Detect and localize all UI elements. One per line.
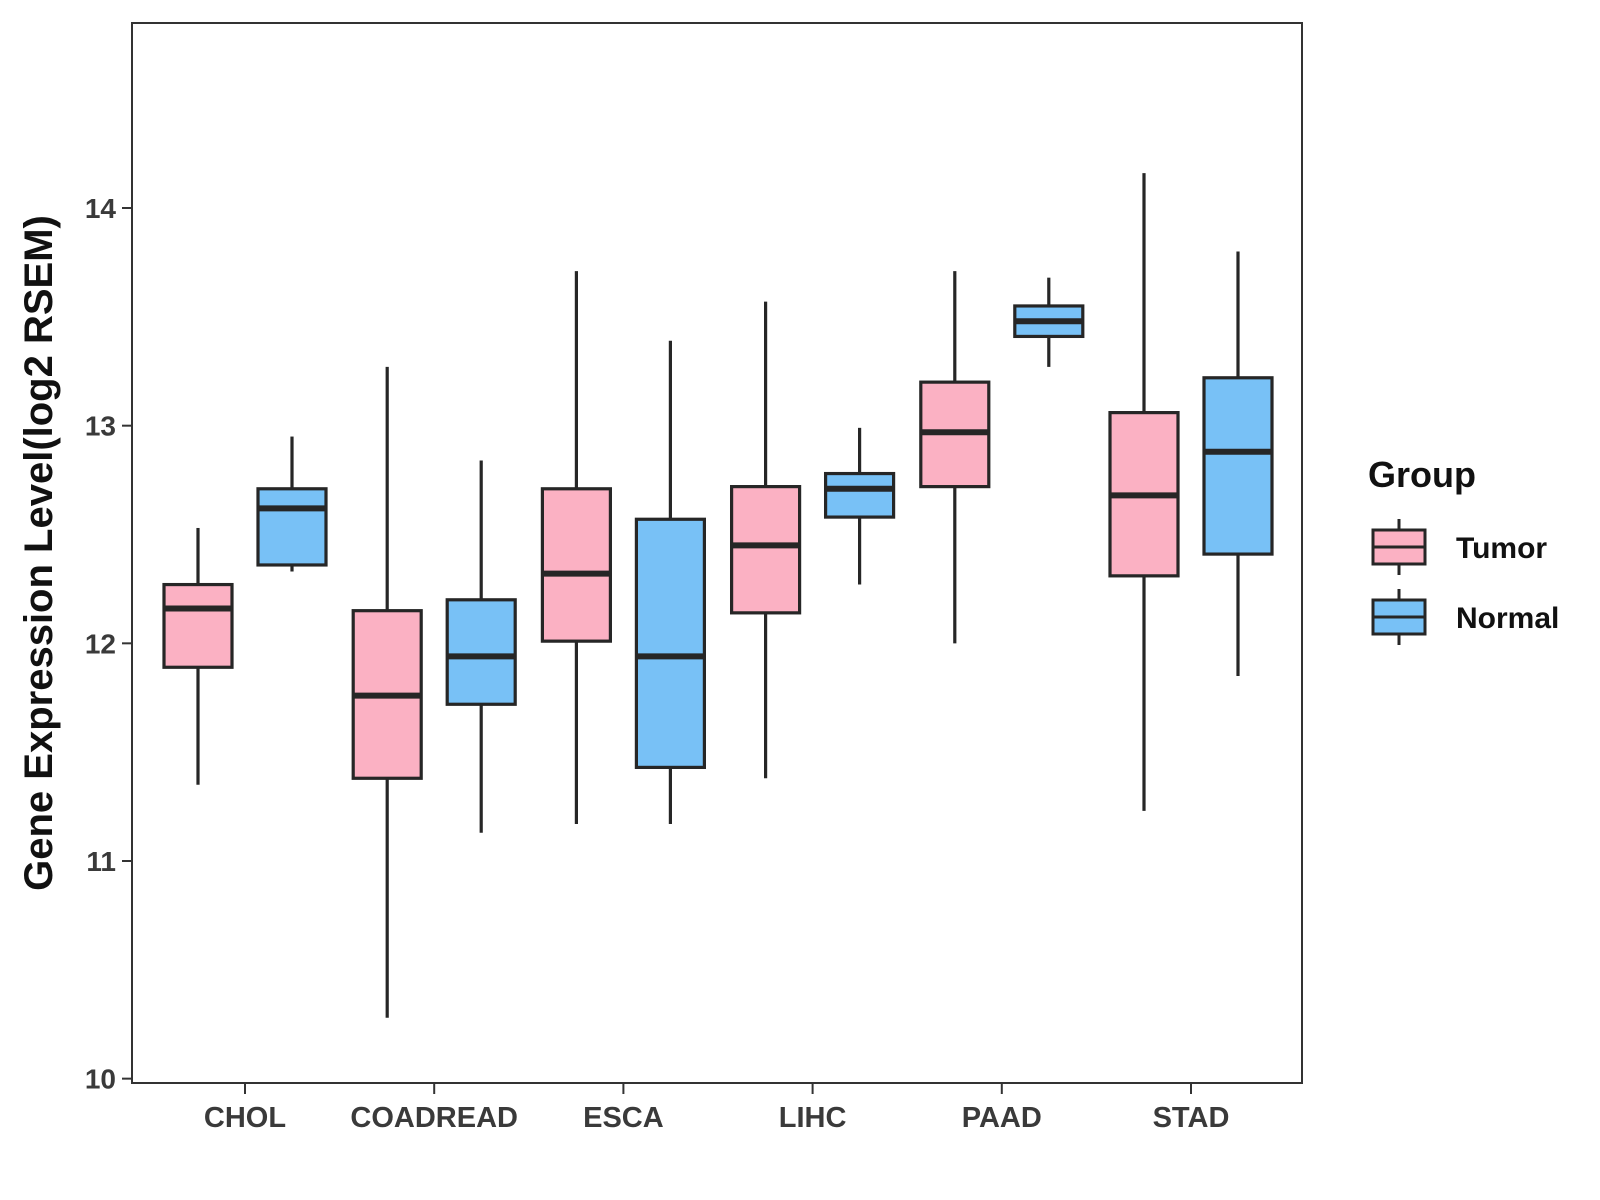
box-normal-paad (1013, 277, 1085, 367)
y-tick-label: 12 (85, 628, 116, 659)
plot-panel (131, 22, 1303, 1084)
y-tick-label: 14 (85, 193, 117, 224)
box-tumor-coadread (351, 366, 423, 1018)
legend: Group Tumor Normal (1368, 454, 1559, 645)
y-tick-label: 11 (86, 846, 116, 877)
x-tick-label: ESCA (583, 1102, 664, 1134)
x-tick-label: STAD (1153, 1102, 1230, 1134)
legend-items: Tumor Normal (1371, 519, 1559, 645)
plot-layer (162, 173, 1274, 1018)
legend-label-normal: Normal (1456, 602, 1559, 635)
y-tick-label: 13 (85, 411, 116, 442)
box-body (823, 471, 896, 519)
x-tick-label: PAAD (962, 1102, 1042, 1134)
box-normal-lihc (823, 427, 896, 585)
box-body (256, 487, 328, 567)
box-body (634, 517, 707, 769)
legend-item-normal: Normal (1371, 589, 1559, 645)
box-normal-coadread (445, 460, 517, 833)
box-tumor-paad (919, 271, 991, 644)
legend-label-tumor: Tumor (1456, 532, 1547, 565)
y-tick-label: 10 (85, 1064, 116, 1095)
box-normal-stad (1202, 251, 1274, 676)
box-body (445, 598, 517, 706)
legend-title: Group (1368, 454, 1476, 495)
x-tick-label: LIHC (779, 1102, 847, 1134)
box-tumor-lihc (729, 301, 802, 779)
box-normal-chol (256, 436, 328, 572)
box-body (162, 582, 234, 669)
box-body (540, 487, 613, 643)
box-tumor-stad (1108, 173, 1180, 811)
box-body (729, 485, 802, 615)
box-body (1202, 376, 1274, 556)
box-tumor-chol (162, 527, 234, 785)
x-tick-label: COADREAD (350, 1102, 518, 1134)
box-tumor-esca (540, 271, 613, 824)
y-axis-label: Gene Expression Level(log2 RSEM) (17, 215, 61, 891)
legend-item-tumor: Tumor (1371, 519, 1547, 575)
x-tick-label: CHOL (204, 1102, 286, 1134)
box-normal-esca (634, 340, 707, 824)
y-axis: 10 11 12 13 14 (85, 193, 132, 1095)
x-axis: CHOL COADREAD ESCA LIHC PAAD STAD (204, 1083, 1229, 1134)
